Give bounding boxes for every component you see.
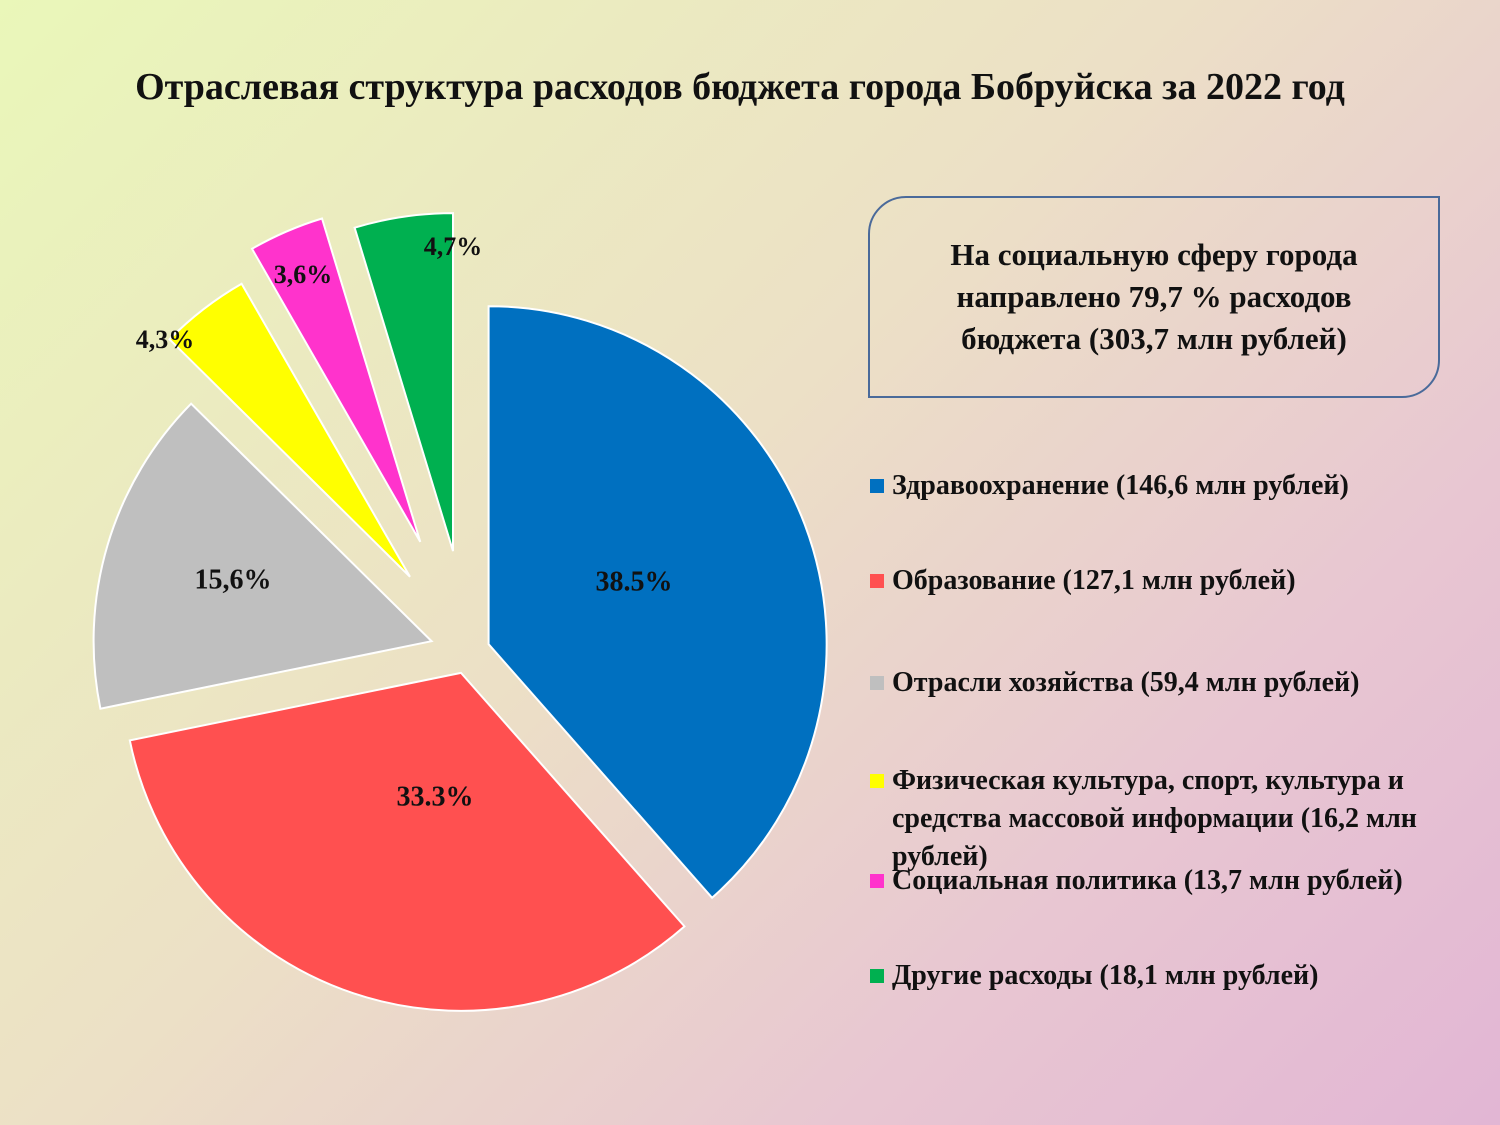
legend-label-1: Здравоохранение (146,6 млн рублей)	[892, 470, 1349, 501]
legend-label-2: Образование (127,1 млн рублей)	[892, 565, 1296, 596]
legend-item-6: Другие расходы (18,1 млн рублей)	[870, 957, 1490, 995]
pie-slice-2	[128, 671, 686, 1012]
legend-label-5: Социальная политика (13,7 млн рублей)	[892, 865, 1403, 896]
pie-slice-1	[487, 305, 828, 900]
legend-swatch-3	[870, 676, 884, 690]
pie-slice-4	[168, 282, 411, 578]
data-label-6: 4,7%	[424, 232, 483, 261]
data-label-4: 4,3%	[136, 325, 195, 354]
legend-label-6: Другие расходы (18,1 млн рублей)	[892, 960, 1319, 991]
legend-item-1: Здравоохранение (146,6 млн рублей)	[870, 467, 1490, 505]
chart-title: Отраслевая структура расходов бюджета го…	[135, 66, 1345, 108]
legend-swatch-2	[870, 574, 884, 588]
legend-swatch-6	[870, 969, 884, 983]
legend-item-5: Социальная политика (13,7 млн рублей)	[870, 862, 1490, 900]
pie-slice-6	[353, 212, 454, 552]
data-label-2: 33.3%	[397, 781, 474, 812]
data-label-5: 3,6%	[274, 260, 333, 289]
pie-slice-5	[250, 217, 422, 543]
legend-swatch-1	[870, 479, 884, 493]
legend-item-2: Образование (127,1 млн рублей)	[870, 562, 1490, 600]
data-label-1: 38.5%	[596, 566, 673, 597]
social-sphere-callout: На социальную сферу города направлено 79…	[868, 196, 1440, 398]
pie-slice-3	[92, 402, 434, 710]
data-label-3: 15,6%	[195, 564, 272, 595]
legend-swatch-4	[870, 774, 884, 788]
legend-label-4: Физическая культура, спорт, культура и с…	[892, 765, 1417, 872]
legend-label-3: Отрасли хозяйства (59,4 млн рублей)	[892, 667, 1360, 698]
legend-item-3: Отрасли хозяйства (59,4 млн рублей)	[870, 664, 1490, 702]
pie-chart: 38.5% 33.3% 15,6% 4,3% 3,6% 4,7%	[92, 212, 828, 1012]
legend-item-4: Физическая культура, спорт, культура и с…	[870, 762, 1490, 876]
legend-swatch-5	[870, 874, 884, 888]
